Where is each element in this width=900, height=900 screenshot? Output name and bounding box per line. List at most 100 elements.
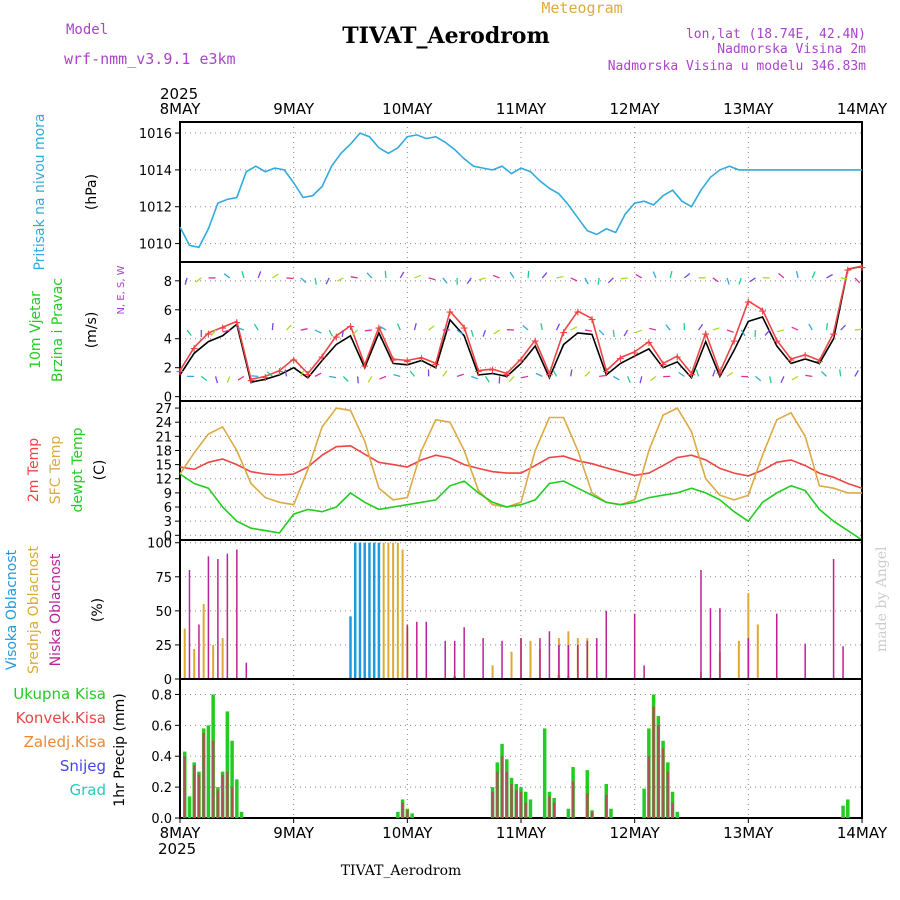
wind-arrow-icon xyxy=(840,277,848,280)
y-tick-label: 50 xyxy=(155,605,172,620)
wind-arrow-icon xyxy=(749,277,756,283)
wind-panel: 0 2 4 6 8 + + + + + + + + + + + + + + + + + + + + + + + + + + + + + + + + + + +… xyxy=(28,260,866,405)
wind-gust-marker: + xyxy=(716,366,724,381)
y-tick-label: 0.0 xyxy=(151,812,172,827)
wind-gust-marker: + xyxy=(801,349,809,364)
cloud-bar-2 xyxy=(577,644,579,679)
wind-title-1: 10m Vjetar xyxy=(28,291,44,369)
cloud-bar-2 xyxy=(453,640,456,679)
precip-bar-1 xyxy=(221,774,224,818)
wind-arrow-icon xyxy=(509,271,515,279)
wind-arrow-icon xyxy=(795,270,799,279)
precip-bar-0 xyxy=(206,725,211,818)
year-top: 2025 xyxy=(160,85,198,103)
cloud-bar-0 xyxy=(353,542,357,679)
y-tick-label: 1014 xyxy=(139,164,172,179)
temp-title-2: SFC Temp xyxy=(48,436,64,505)
y-tick-label: 1010 xyxy=(139,238,172,253)
precip-bar-0 xyxy=(230,740,234,818)
wind-arrow-icon xyxy=(584,329,592,332)
wind-gust-marker: + xyxy=(489,363,497,378)
wind-arrow-icon xyxy=(428,277,436,281)
location-line-2: Nadmorska Visina 2m xyxy=(717,42,866,57)
cloud-bar-2 xyxy=(520,638,522,679)
cloud-bar-0 xyxy=(358,542,362,679)
precip-bar-1 xyxy=(211,740,215,818)
wind-arrow-icon xyxy=(570,277,578,282)
cloud-title-high: Visoka Oblacnost xyxy=(4,549,20,670)
pressure-title: Pritisak na nivou mora xyxy=(32,113,48,270)
wind-gust-marker: + xyxy=(815,354,823,369)
cloud-bar-2 xyxy=(198,624,200,679)
wind-gust-marker: + xyxy=(290,353,298,368)
temp-unit: (C) xyxy=(92,460,108,481)
wind-arrow-icon xyxy=(552,369,558,377)
wind-arrow-icon xyxy=(522,325,529,331)
date-tick-bottom: 12MAY xyxy=(610,824,661,842)
precip-bar-0 xyxy=(675,811,680,818)
cloud-bar-2 xyxy=(776,613,778,679)
wind-arrow-icon xyxy=(613,375,620,381)
wind-arrow-icon xyxy=(598,329,605,336)
precip-bar-0 xyxy=(239,811,244,818)
cloud-bar-2 xyxy=(700,569,702,679)
precip-bar-1 xyxy=(605,794,608,818)
cloud-bar-2 xyxy=(832,559,835,679)
cloud-bar-0 xyxy=(368,542,371,679)
cloud-bar-0 xyxy=(363,542,366,679)
precip-bar-1 xyxy=(406,810,409,818)
wind-arrow-icon xyxy=(352,329,359,336)
y-tick-label: 3 xyxy=(164,515,172,530)
precip-bar-1 xyxy=(192,765,196,818)
wind-arrow-icon xyxy=(584,371,591,377)
wind-gust-marker: + xyxy=(460,321,468,336)
precip-bar-1 xyxy=(216,790,220,818)
wind-gust-marker: + xyxy=(219,321,227,336)
y-tick-label: 21 xyxy=(155,430,172,445)
wind-arrow-icon xyxy=(226,376,231,384)
y-tick-label: 0.2 xyxy=(151,781,172,796)
precip-bar-1 xyxy=(496,771,499,818)
cloud-bar-1 xyxy=(221,638,224,679)
precip-bar-0 xyxy=(410,813,414,818)
cloud-bar-2 xyxy=(406,624,409,679)
wind-arrow-icon xyxy=(286,324,292,331)
wind-gust-marker: + xyxy=(560,326,568,341)
wind-arrow-icon xyxy=(791,375,799,381)
temp-line-2 xyxy=(179,473,863,541)
date-tick-bottom: 10MAY xyxy=(382,824,433,842)
wind-arrow-icon xyxy=(623,329,629,337)
precip-bar-1 xyxy=(524,802,527,818)
cloud-unit: (%) xyxy=(90,598,106,622)
y-tick-label: 1012 xyxy=(139,201,172,216)
precip-bar-1 xyxy=(230,787,234,818)
wind-gust-marker: + xyxy=(631,346,639,361)
cloud-bar-2 xyxy=(605,610,607,679)
wind-gust-marker: + xyxy=(702,327,710,342)
wind-arrow-icon xyxy=(428,325,435,331)
wind-arrow-icon xyxy=(350,276,358,279)
wind-arrow-icon xyxy=(541,272,548,279)
date-tick-bottom: 9MAY xyxy=(273,824,315,842)
wind-arrow-icon xyxy=(442,370,448,377)
wind-arrow-icon xyxy=(366,272,373,279)
cloud-bar-1 xyxy=(183,628,186,679)
precip-bar-0 xyxy=(566,808,571,818)
cloud-bar-1 xyxy=(382,542,385,679)
cloud-bar-1 xyxy=(756,624,759,679)
wind-gust-marker: + xyxy=(304,367,312,382)
precip-bar-1 xyxy=(505,771,509,818)
y-tick-label: 0 xyxy=(164,529,172,544)
wind-arrow-icon xyxy=(821,370,827,377)
wind-arrow-icon xyxy=(726,371,734,377)
date-axis: 8MAY 8MAY 9MAY 9MAY 10MAY 10MAY 11MAY 11MAY 12MA… xyxy=(160,100,888,842)
y-tick-label: 0 xyxy=(164,673,172,688)
cloud-bar-2 xyxy=(425,621,428,679)
precip-bar-1 xyxy=(500,756,504,818)
wind-arrow-icon xyxy=(314,277,317,285)
wind-arrow-icon xyxy=(826,273,833,279)
wind-gust-marker: + xyxy=(432,357,440,372)
wind-arrow-icon xyxy=(364,329,372,332)
cloud-bar-1 xyxy=(396,542,399,679)
wind-gust-marker: + xyxy=(190,341,198,356)
